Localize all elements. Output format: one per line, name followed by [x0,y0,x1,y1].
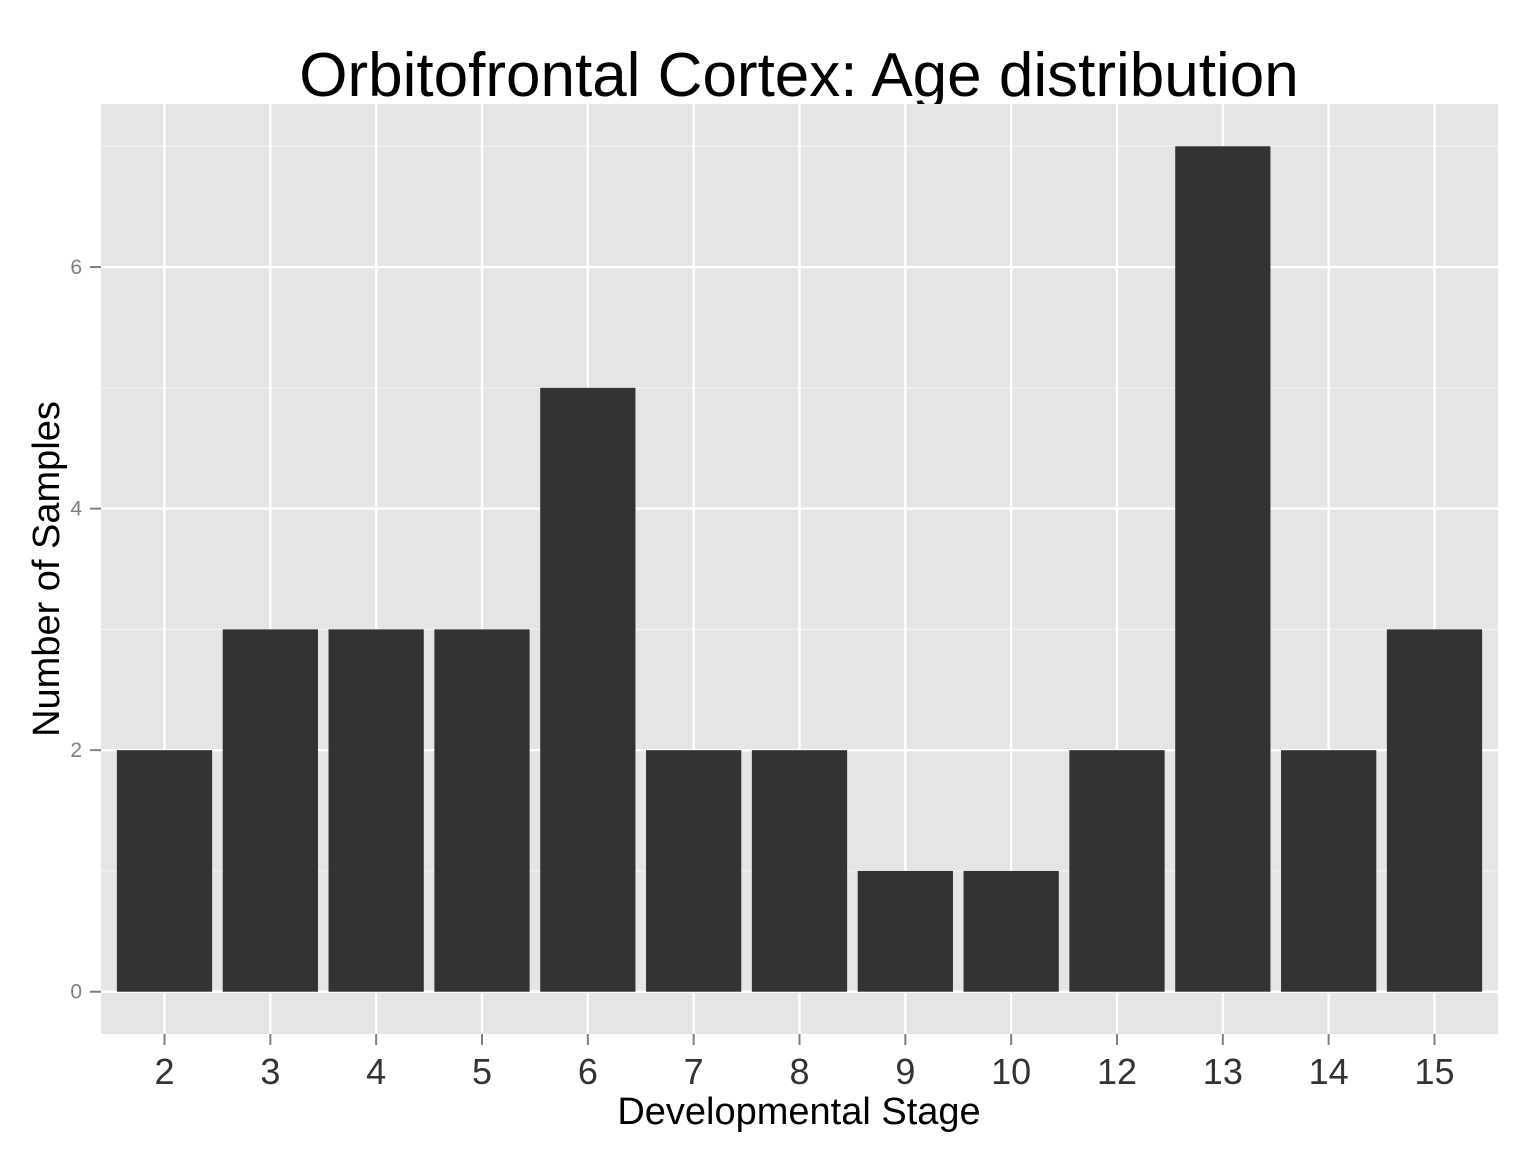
x-tick-label-3: 3 [260,1051,280,1092]
bar-14 [1281,750,1377,992]
bar-10 [963,870,1059,992]
x-tick-label-7: 7 [684,1051,704,1092]
y-tick-label-0: 0 [70,981,82,1004]
x-tick-label-5: 5 [472,1051,492,1092]
x-tick-label-4: 4 [366,1051,386,1092]
x-axis: 2 3 4 5 6 7 8 9 10 12 13 14 15 [154,1034,1455,1092]
bar-3 [222,629,318,992]
x-tick-label-10: 10 [991,1051,1031,1092]
bar-4 [328,629,424,992]
bar-5 [434,629,530,992]
y-tick-label-4: 4 [70,498,82,521]
bar-13 [1175,146,1271,992]
y-axis-title: Number of Samples [26,401,68,737]
bar-6 [540,387,636,992]
x-tick-label-6: 6 [578,1051,598,1092]
x-tick-label-8: 8 [789,1051,809,1092]
y-axis: 0 2 4 6 [70,256,101,1004]
bar-7 [646,750,742,992]
chart-title: Orbitofrontal Cortex: Age distribution [299,41,1298,110]
x-tick-label-12: 12 [1097,1051,1137,1092]
bar-15 [1386,629,1483,992]
bars [116,146,1483,992]
x-tick-label-2: 2 [154,1051,174,1092]
bar-2 [116,750,213,992]
y-tick-label-6: 6 [70,256,82,279]
y-tick-label-2: 2 [70,739,82,762]
bar-9 [857,870,953,992]
x-axis-title: Developmental Stage [617,1091,980,1133]
x-tick-label-13: 13 [1203,1051,1243,1092]
x-tick-label-14: 14 [1309,1051,1349,1092]
x-tick-label-9: 9 [895,1051,915,1092]
bar-8 [751,750,848,992]
bar-12 [1069,750,1165,992]
x-tick-label-15: 15 [1414,1051,1454,1092]
